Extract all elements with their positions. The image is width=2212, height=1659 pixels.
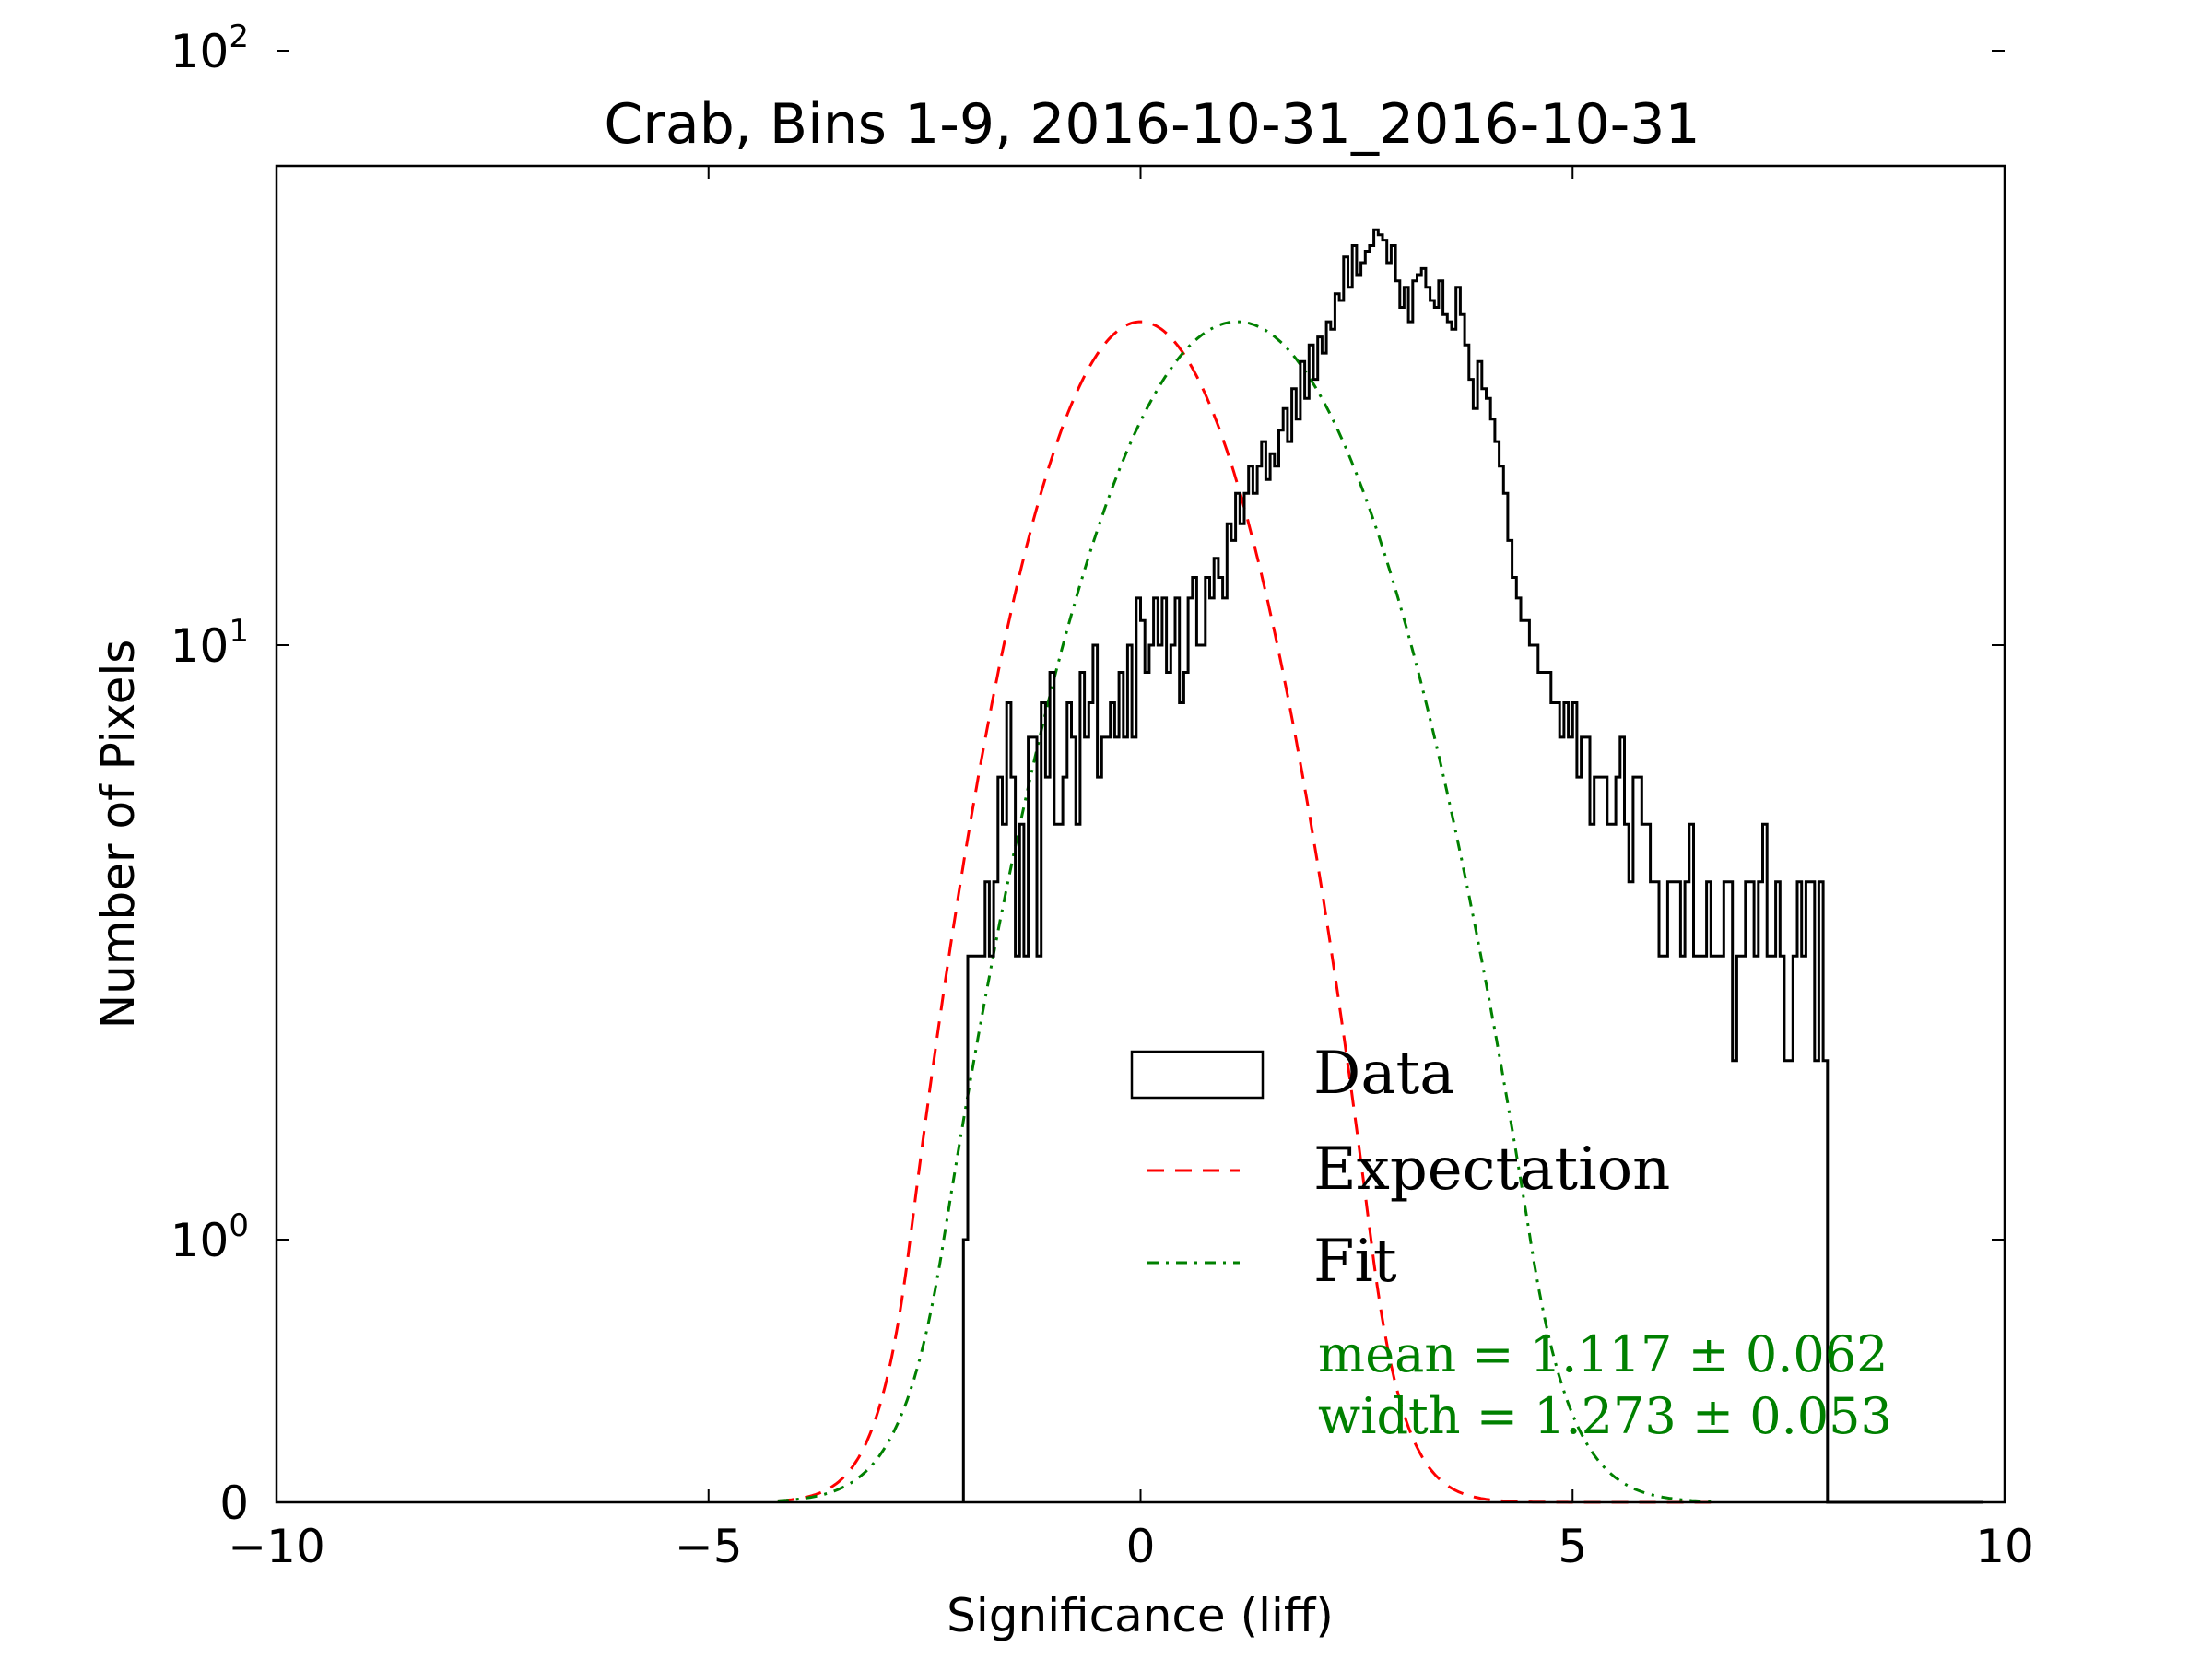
x-tick-label: 5 <box>1558 1520 1587 1573</box>
y-tick-label: 100 <box>171 1207 249 1267</box>
x-tick-label: 10 <box>1975 1520 2034 1573</box>
y-tick-label: 101 <box>171 613 249 673</box>
x-tick-label: −10 <box>228 1520 325 1573</box>
fit-mean-annotation: mean = 1.117 ± 0.062 <box>1318 1325 1888 1383</box>
histogram-data <box>961 228 1983 1504</box>
legend-label-expectation: Expectation <box>1313 1135 1670 1204</box>
legend-label-data: Data <box>1313 1040 1454 1108</box>
chart-title: Crab, Bins 1-9, 2016-10-31_2016-10-31 <box>604 92 1700 157</box>
legend-label-fit: Fit <box>1313 1228 1397 1296</box>
plot-area <box>777 228 1983 1504</box>
y-tick-label: 0 <box>219 1477 249 1530</box>
x-tick-label: −5 <box>675 1520 743 1573</box>
legend-data-swatch <box>1130 1050 1265 1100</box>
y-axis-label: Number of Pixels <box>91 640 145 1030</box>
fit-width-annotation: width = 1.273 ± 0.053 <box>1318 1387 1892 1445</box>
legend: Data Expectation Fit mean = 1.117 ± 0.06… <box>1130 1040 1892 1445</box>
x-tick-label: 0 <box>1126 1520 1156 1573</box>
x-axis-label: Significance (liff) <box>947 1589 1334 1642</box>
y-tick-label: 102 <box>171 18 249 78</box>
